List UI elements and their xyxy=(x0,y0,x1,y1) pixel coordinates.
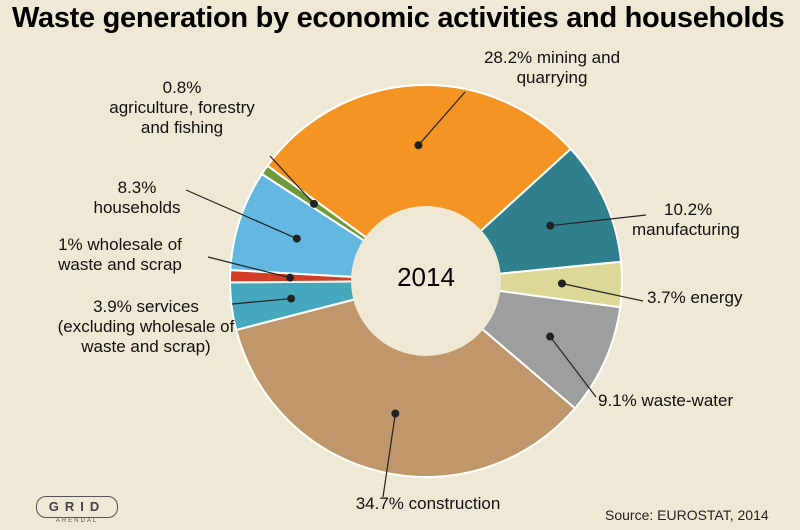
leader-dot xyxy=(309,199,318,208)
leader-dot xyxy=(546,332,555,341)
label-wholesale-of-waste-and-scrap: 1% wholesale of waste and scrap xyxy=(58,235,182,274)
slice-construction xyxy=(234,279,577,478)
grid-arendal-logo: GRID ARENDAL xyxy=(36,494,118,524)
leader-line xyxy=(231,297,292,305)
leader-dot xyxy=(286,273,295,282)
leader-line xyxy=(549,336,597,398)
label-mining-and-quarrying: 28.2% mining and quarrying xyxy=(483,48,621,87)
leader-dot xyxy=(292,234,301,243)
slice-mining-and-quarrying xyxy=(266,84,573,283)
leader-dot xyxy=(287,294,296,303)
chart-title: Waste generation by economic activities … xyxy=(12,2,785,34)
label-agriculture-forestry-fishing: 0.8% agriculture, forestry and fishing xyxy=(109,78,255,137)
leader-dot xyxy=(414,141,423,150)
leader-line xyxy=(550,214,647,227)
leader-line xyxy=(417,91,466,146)
leader-line xyxy=(207,256,291,279)
label-manufacturing: 10.2% manufacturing xyxy=(632,200,740,239)
donut-hole xyxy=(351,206,501,356)
label-services: 3.9% services (excluding wholesale of wast… xyxy=(57,297,235,356)
leader-dot xyxy=(391,409,400,418)
leader-line xyxy=(382,413,396,498)
label-households: 8.3% households xyxy=(93,178,181,217)
center-year-label: 2014 xyxy=(397,262,455,292)
leader-line xyxy=(561,282,644,302)
leader-dot xyxy=(557,279,566,288)
leader-dot xyxy=(546,221,555,230)
label-energy: 3.7% energy xyxy=(647,288,743,307)
label-construction: 34.7% construction xyxy=(355,494,501,513)
logo-mark: GRID xyxy=(36,496,118,518)
leader-line xyxy=(185,189,298,240)
label-waste-water: 9.1% waste-water xyxy=(598,391,734,410)
leader-line xyxy=(269,155,315,205)
source-note: Source: EUROSTAT, 2014 xyxy=(605,507,769,523)
logo-subtext: ARENDAL xyxy=(55,518,99,524)
